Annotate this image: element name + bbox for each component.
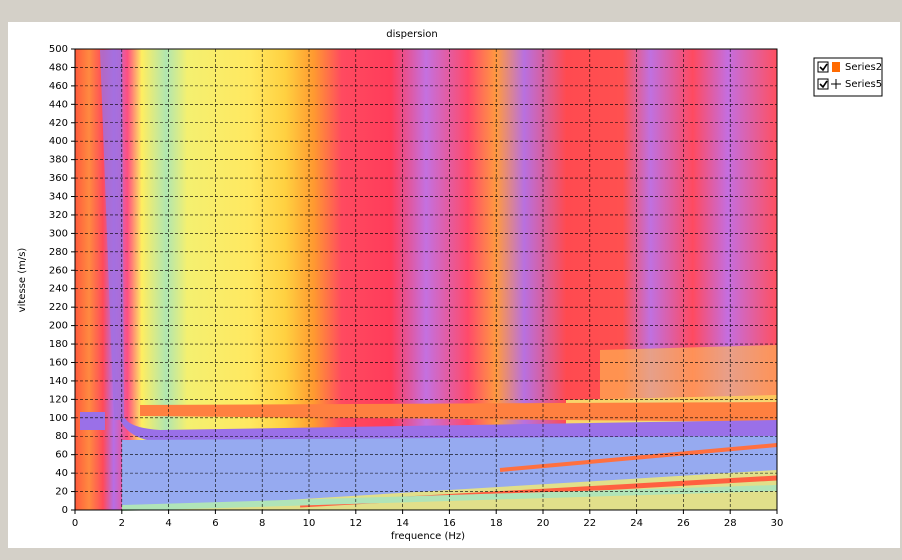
x-tick-label: 0 bbox=[72, 518, 78, 529]
y-tick-label: 220 bbox=[49, 302, 68, 313]
y-tick-label: 280 bbox=[49, 247, 68, 258]
y-tick-label: 320 bbox=[49, 210, 68, 221]
x-tick-label: 4 bbox=[165, 518, 171, 529]
legend-marker bbox=[832, 62, 840, 72]
y-axis-label: vitesse (m/s) bbox=[17, 248, 28, 313]
y-tick-label: 140 bbox=[49, 376, 68, 387]
y-tick-label: 0 bbox=[62, 505, 68, 516]
y-tick-label: 40 bbox=[55, 468, 68, 479]
x-tick-label: 20 bbox=[537, 518, 550, 529]
chart: dispersion frequence (Hz) vitesse (m/s) … bbox=[0, 0, 902, 560]
x-tick-label: 30 bbox=[771, 518, 784, 529]
x-tick-label: 2 bbox=[119, 518, 125, 529]
legend-label: Series5 bbox=[845, 79, 882, 90]
y-tick-label: 420 bbox=[49, 118, 68, 129]
y-tick-label: 60 bbox=[55, 450, 68, 461]
y-tick-label: 360 bbox=[49, 173, 68, 184]
x-tick-label: 10 bbox=[303, 518, 316, 529]
x-tick-label: 14 bbox=[396, 518, 409, 529]
y-tick-label: 300 bbox=[49, 228, 68, 239]
y-tick-label: 460 bbox=[49, 81, 68, 92]
x-tick-label: 22 bbox=[583, 518, 596, 529]
x-tick-label: 16 bbox=[443, 518, 456, 529]
chart-title: dispersion bbox=[386, 29, 437, 40]
y-tick-label: 80 bbox=[55, 431, 68, 442]
y-tick-label: 440 bbox=[49, 99, 68, 110]
y-tick-label: 500 bbox=[49, 44, 68, 55]
x-tick-label: 24 bbox=[630, 518, 643, 529]
y-tick-label: 100 bbox=[49, 413, 68, 424]
y-tick-label: 180 bbox=[49, 339, 68, 350]
x-axis-label: frequence (Hz) bbox=[391, 531, 465, 542]
y-tick-label: 240 bbox=[49, 284, 68, 295]
x-tick-label: 12 bbox=[349, 518, 362, 529]
y-tick-label: 340 bbox=[49, 192, 68, 203]
legend-label: Series2 bbox=[845, 62, 882, 73]
y-tick-label: 120 bbox=[49, 394, 68, 405]
heatmap bbox=[75, 49, 777, 510]
x-tick-label: 8 bbox=[259, 518, 265, 529]
x-tick-label: 26 bbox=[677, 518, 690, 529]
x-tick-label: 18 bbox=[490, 518, 503, 529]
y-tick-label: 380 bbox=[49, 155, 68, 166]
x-tick-label: 28 bbox=[724, 518, 737, 529]
y-tick-label: 260 bbox=[49, 265, 68, 276]
y-tick-label: 200 bbox=[49, 321, 68, 332]
y-tick-label: 20 bbox=[55, 487, 68, 498]
x-tick-label: 6 bbox=[212, 518, 218, 529]
y-tick-label: 160 bbox=[49, 357, 68, 368]
y-tick-label: 400 bbox=[49, 136, 68, 147]
y-tick-label: 480 bbox=[49, 62, 68, 73]
